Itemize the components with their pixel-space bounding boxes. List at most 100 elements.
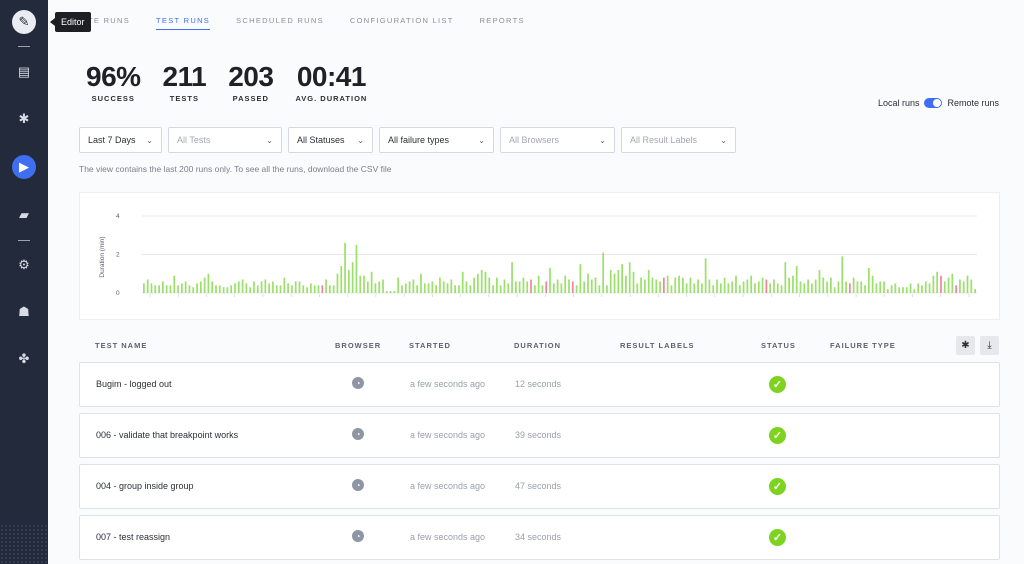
chart-bar[interactable] xyxy=(431,281,434,293)
chart-bar[interactable] xyxy=(556,279,559,293)
chart-bar[interactable] xyxy=(325,279,327,293)
chart-bar[interactable] xyxy=(378,281,381,293)
chart-bar[interactable] xyxy=(359,275,362,293)
chart-bar[interactable] xyxy=(875,283,878,294)
chart-bar[interactable] xyxy=(256,285,259,293)
chart-bar[interactable] xyxy=(913,289,916,293)
chart-bar[interactable] xyxy=(894,283,897,294)
chart-bar[interactable] xyxy=(716,279,718,293)
chart-bar[interactable] xyxy=(526,281,529,293)
test-name[interactable]: Bugim - logged out xyxy=(96,379,172,389)
chart-bar[interactable] xyxy=(146,279,149,293)
test-name[interactable]: 007 - test reassign xyxy=(96,532,171,542)
chart-bar[interactable] xyxy=(773,279,775,293)
chart-bar[interactable] xyxy=(898,287,901,293)
chart-bar[interactable] xyxy=(966,275,969,293)
chart-bar[interactable] xyxy=(575,285,578,293)
chart-bar[interactable] xyxy=(340,266,343,293)
chart-bar[interactable] xyxy=(670,285,673,293)
tab-scheduled-runs[interactable]: SCHEDULED RUNS xyxy=(236,16,324,25)
bug-icon[interactable]: ✱ xyxy=(956,336,975,355)
chart-bar[interactable] xyxy=(727,283,730,294)
chart-bar[interactable] xyxy=(704,258,707,293)
chart-bar[interactable] xyxy=(401,285,403,293)
col-duration[interactable]: DURATION xyxy=(514,341,562,350)
chart-bar[interactable] xyxy=(590,279,593,293)
chart-bar[interactable] xyxy=(484,271,487,293)
chart-bar[interactable] xyxy=(579,264,582,294)
chart-bar-failed[interactable] xyxy=(530,279,532,293)
chart-bar[interactable] xyxy=(211,281,214,293)
tests-select[interactable]: All Tests ⌄ xyxy=(168,127,282,153)
chart-bar[interactable] xyxy=(492,285,494,293)
chart-bar[interactable] xyxy=(477,273,479,293)
chart-bar[interactable] xyxy=(393,291,396,293)
chart-bar[interactable] xyxy=(651,277,654,293)
chart-bar[interactable] xyxy=(279,285,282,293)
chart-bar[interactable] xyxy=(366,281,369,293)
chart-bar[interactable] xyxy=(374,283,377,294)
chart-bar[interactable] xyxy=(974,289,976,293)
chart-bar[interactable] xyxy=(685,283,688,294)
chart-bar[interactable] xyxy=(697,279,699,293)
tab-configuration-list[interactable]: CONFIGURATION LIST xyxy=(349,16,454,25)
chart-bar[interactable] xyxy=(852,277,855,293)
col-status[interactable]: STATUS xyxy=(761,341,796,350)
chart-bar[interactable] xyxy=(678,275,680,293)
chart-bar[interactable] xyxy=(886,289,889,293)
chart-bar[interactable] xyxy=(291,285,293,293)
chart-bar[interactable] xyxy=(723,277,726,293)
chart-bar[interactable] xyxy=(943,281,946,293)
tab-reports[interactable]: REPORTS xyxy=(479,16,525,25)
chart-bar[interactable] xyxy=(621,264,623,294)
chart-bar[interactable] xyxy=(313,285,316,293)
tab-test-runs[interactable]: TEST RUNS xyxy=(156,16,211,30)
chart-bar[interactable] xyxy=(329,285,331,293)
chart-bar-failed[interactable] xyxy=(955,285,957,293)
chart-bar[interactable] xyxy=(754,283,756,294)
failure-type-select[interactable]: All failure types ⌄ xyxy=(379,127,494,153)
chart-bar[interactable] xyxy=(693,283,696,294)
chart-bar[interactable] xyxy=(928,283,931,294)
chart-bar[interactable] xyxy=(761,277,764,293)
chart-bar[interactable] xyxy=(602,252,604,293)
chart-bar[interactable] xyxy=(674,277,677,293)
chart-bar[interactable] xyxy=(750,275,753,293)
chart-bar[interactable] xyxy=(951,273,954,293)
chart-bar[interactable] xyxy=(461,271,464,293)
chart-bar[interactable] xyxy=(598,285,601,293)
bug-icon[interactable]: ✱ xyxy=(18,111,30,126)
chart-bar[interactable] xyxy=(162,281,164,293)
chart-bar[interactable] xyxy=(537,275,540,293)
chart-bar[interactable] xyxy=(480,269,483,293)
chart-bar[interactable] xyxy=(776,283,779,294)
chart-bar[interactable] xyxy=(613,273,616,293)
chart-bar[interactable] xyxy=(249,287,252,293)
date-range-select[interactable]: Last 7 Days ⌄ xyxy=(79,127,162,153)
chart-bar[interactable] xyxy=(636,283,639,294)
chart-bar[interactable] xyxy=(837,281,840,293)
chart-bar[interactable] xyxy=(385,291,388,293)
chart-bar[interactable] xyxy=(617,269,620,293)
chart-bar[interactable] xyxy=(469,285,472,293)
chart-bar[interactable] xyxy=(541,285,544,293)
chart-bar[interactable] xyxy=(871,275,874,293)
chart-bar[interactable] xyxy=(655,279,658,293)
chart-bar[interactable] xyxy=(499,285,502,293)
chart-bar[interactable] xyxy=(218,285,221,293)
chart-bar[interactable] xyxy=(833,287,836,293)
col-test-name[interactable]: TEST NAME xyxy=(95,341,148,350)
chart-bar[interactable] xyxy=(302,285,305,293)
chart-bar[interactable] xyxy=(841,256,844,293)
chart-bar[interactable] xyxy=(511,262,513,293)
chart-bar[interactable] xyxy=(264,279,267,293)
chart-bar[interactable] xyxy=(473,277,475,293)
chart-bar[interactable] xyxy=(234,283,236,294)
chart-bar[interactable] xyxy=(902,287,904,293)
play-icon[interactable]: ▶ xyxy=(12,155,36,179)
chart-bar[interactable] xyxy=(165,285,168,293)
chart-bar[interactable] xyxy=(253,281,255,293)
chart-bar[interactable] xyxy=(450,279,453,293)
users-icon[interactable]: ☗ xyxy=(18,304,30,319)
chart-bar[interactable] xyxy=(207,273,210,293)
